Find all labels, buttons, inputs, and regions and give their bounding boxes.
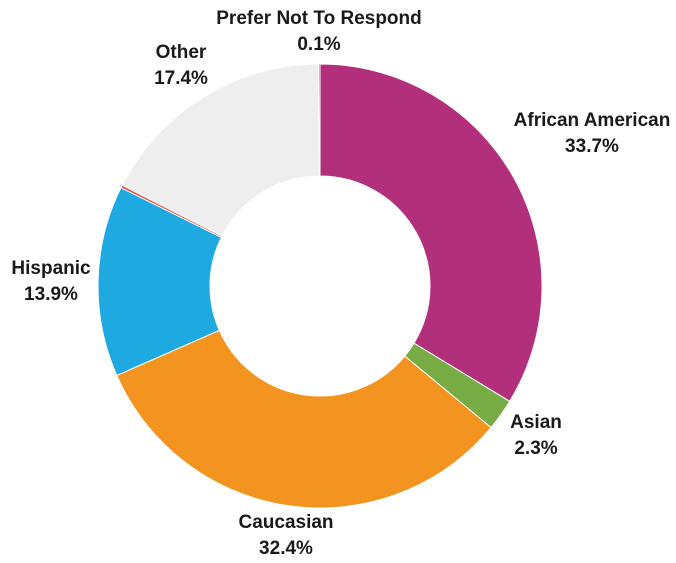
label-hispanic: Hispanic 13.9% [11,256,90,308]
label-hispanic-value: 13.9% [24,284,78,305]
label-prefer-not-to-respond: Prefer Not To Respond 0.1% [216,6,422,58]
label-asian-value: 2.3% [514,438,558,459]
label-african-american-name: African American [513,110,671,131]
label-other: Other 17.4% [154,40,208,92]
label-prefer-not-to-respond-value: 0.1% [297,34,341,55]
slice-other [121,63,320,237]
slice-hispanic [97,187,223,377]
label-african-american: African American 33.7% [514,108,671,160]
label-other-name: Other [155,42,207,63]
slice-african-american [319,63,543,403]
label-caucasian-name: Caucasian [238,512,334,533]
label-asian-name: Asian [510,412,562,433]
donut-slices [97,63,543,509]
label-african-american-value: 33.7% [565,136,619,157]
label-caucasian: Caucasian 32.4% [238,510,333,562]
slice-prefer-not-to-respond [318,63,321,177]
label-caucasian-value: 32.4% [259,538,313,559]
label-hispanic-name: Hispanic [11,258,91,279]
slice-caucasian [116,329,492,509]
label-prefer-not-to-respond-name: Prefer Not To Respond [216,8,422,29]
label-other-value: 17.4% [154,68,208,89]
label-asian: Asian 2.3% [510,410,562,462]
